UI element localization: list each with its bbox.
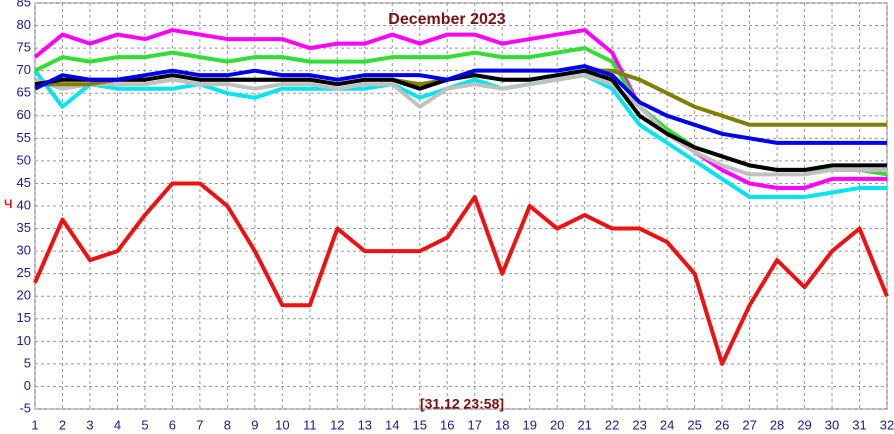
chart-title: December 2023 [388, 11, 506, 28]
y-tick-label: 85 [17, 0, 31, 9]
x-tick-label: 30 [825, 417, 839, 432]
y-tick-label: 55 [17, 130, 31, 145]
x-tick-label: 3 [86, 417, 93, 432]
y-tick-label: 65 [17, 85, 31, 100]
series-line [33, 28, 887, 190]
series-line [33, 69, 887, 199]
x-tick-label: 26 [715, 417, 729, 432]
marker-label: Ч [4, 197, 12, 211]
y-tick-label: 80 [17, 17, 31, 32]
y-tick-label: 60 [17, 107, 31, 122]
x-tick-label: 7 [196, 417, 203, 432]
y-tick-label: 75 [17, 40, 31, 55]
x-tick-label: 25 [687, 417, 701, 432]
y-tick-label: -5 [19, 400, 31, 415]
x-tick-label: 12 [330, 417, 344, 432]
x-tick-label: 21 [577, 417, 591, 432]
x-tick-label: 2 [59, 417, 66, 432]
x-tick-label: 28 [770, 417, 784, 432]
x-tick-label: 18 [495, 417, 509, 432]
timestamp: [31.12 23:58] [420, 396, 504, 412]
x-tick-label: 19 [522, 417, 536, 432]
y-tick-label: 50 [17, 152, 31, 167]
series-line [34, 73, 887, 177]
x-tick-label: 4 [114, 417, 121, 432]
x-tick-label: 27 [742, 417, 756, 432]
x-tick-label: 32 [880, 417, 894, 432]
x-tick-label: 20 [550, 417, 564, 432]
x-tick-label: 17 [468, 417, 482, 432]
x-tick-label: 5 [141, 417, 148, 432]
x-tick-label: 9 [251, 417, 258, 432]
series-line [33, 181, 889, 366]
y-tick-label: 5 [24, 355, 31, 370]
x-tick-label: 22 [605, 417, 619, 432]
x-tick-label: 16 [440, 417, 454, 432]
x-tick-label: 13 [358, 417, 372, 432]
series-line [34, 68, 887, 172]
x-tick-label: 11 [303, 417, 317, 432]
y-tick-label: 25 [17, 265, 31, 280]
x-tick-label: 10 [275, 417, 289, 432]
y-tick-label: 40 [17, 197, 31, 212]
series-line [34, 64, 887, 145]
x-tick-label: 31 [852, 417, 866, 432]
y-tick-label: 35 [17, 220, 31, 235]
y-tick-label: 0 [24, 378, 31, 393]
y-tick-label: 20 [17, 288, 31, 303]
y-tick-label: 15 [17, 310, 31, 325]
y-tick-label: 30 [17, 243, 31, 258]
y-tick-label: 45 [17, 175, 31, 190]
x-tick-label: 8 [224, 417, 231, 432]
y-tick-label: 10 [17, 333, 31, 348]
x-tick-label: 24 [660, 417, 674, 432]
x-tick-label: 15 [413, 417, 427, 432]
x-tick-label: 23 [632, 417, 646, 432]
x-tick-label: 14 [385, 417, 399, 432]
x-tick-label: 1 [31, 417, 38, 432]
x-tick-label: 29 [797, 417, 811, 432]
x-tick-label: 6 [169, 417, 176, 432]
y-tick-label: 70 [17, 62, 31, 77]
